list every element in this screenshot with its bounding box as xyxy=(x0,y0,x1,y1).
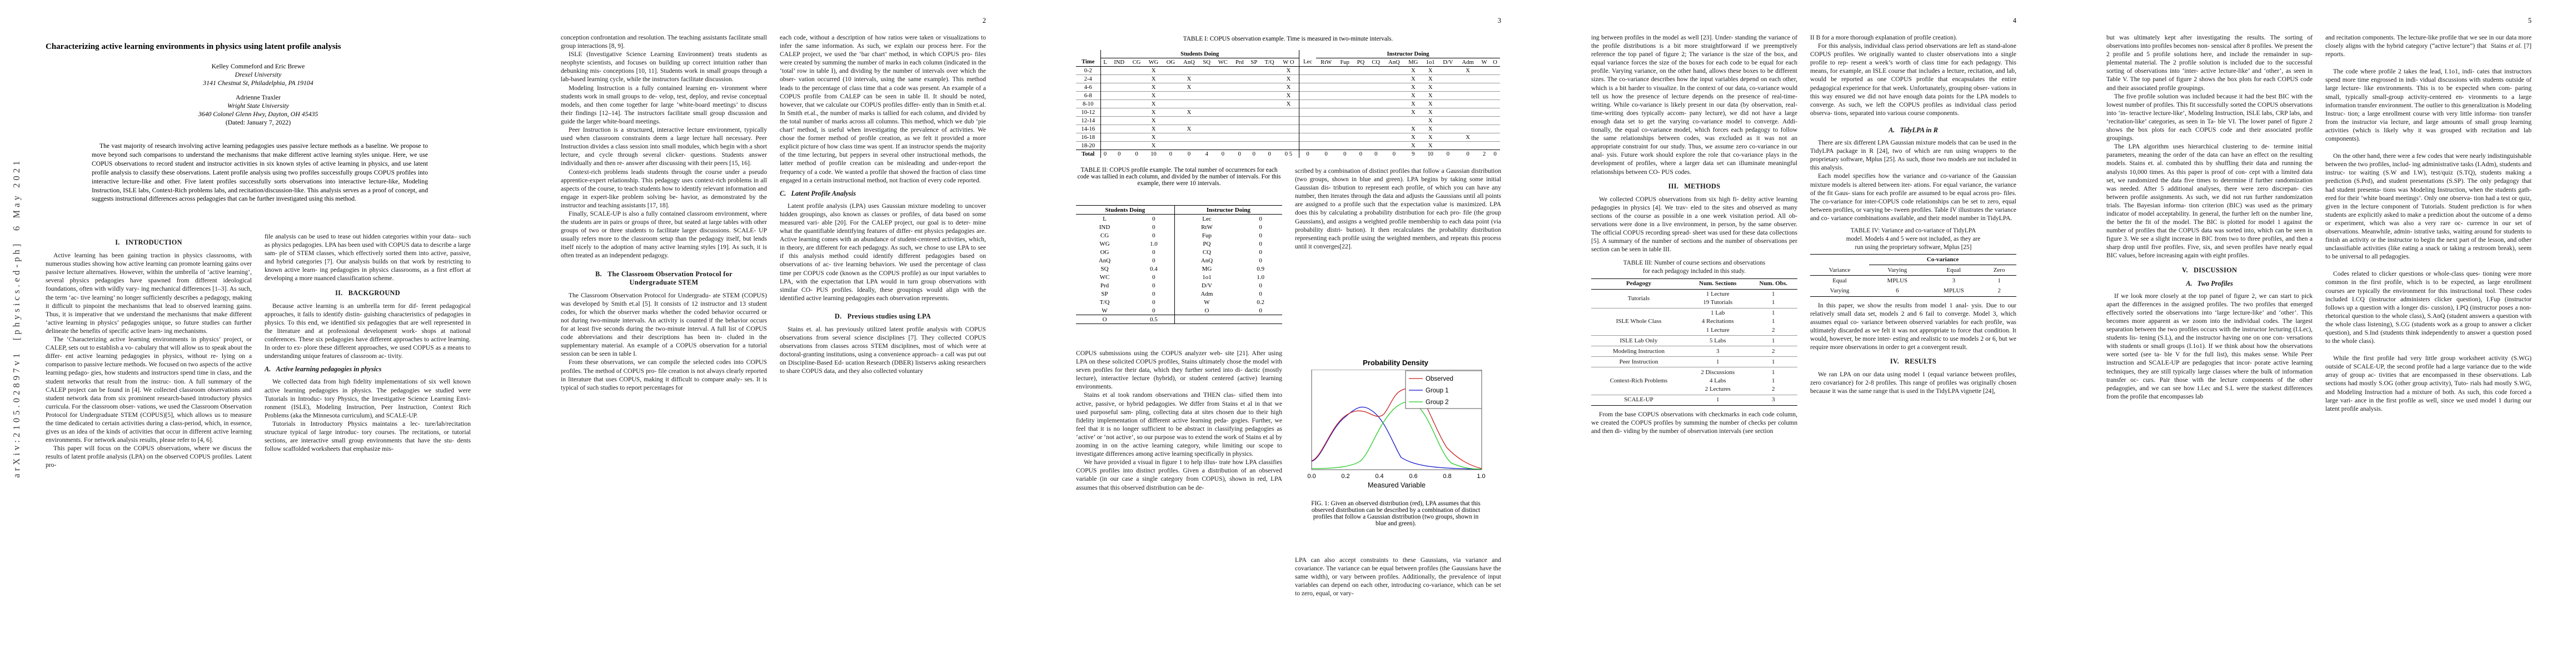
svg-text:0.4: 0.4 xyxy=(1375,473,1383,480)
svg-text:Group 1: Group 1 xyxy=(1426,387,1449,394)
svg-text:Group 2: Group 2 xyxy=(1426,399,1449,406)
svg-text:0.2: 0.2 xyxy=(1341,473,1349,480)
svg-text:0.0: 0.0 xyxy=(1307,473,1316,480)
svg-text:1.0: 1.0 xyxy=(1477,473,1485,480)
svg-text:0.6: 0.6 xyxy=(1409,473,1417,480)
svg-text:Measured Variable: Measured Variable xyxy=(1368,481,1426,489)
svg-text:Observed: Observed xyxy=(1426,376,1453,382)
svg-text:0.8: 0.8 xyxy=(1443,473,1451,480)
